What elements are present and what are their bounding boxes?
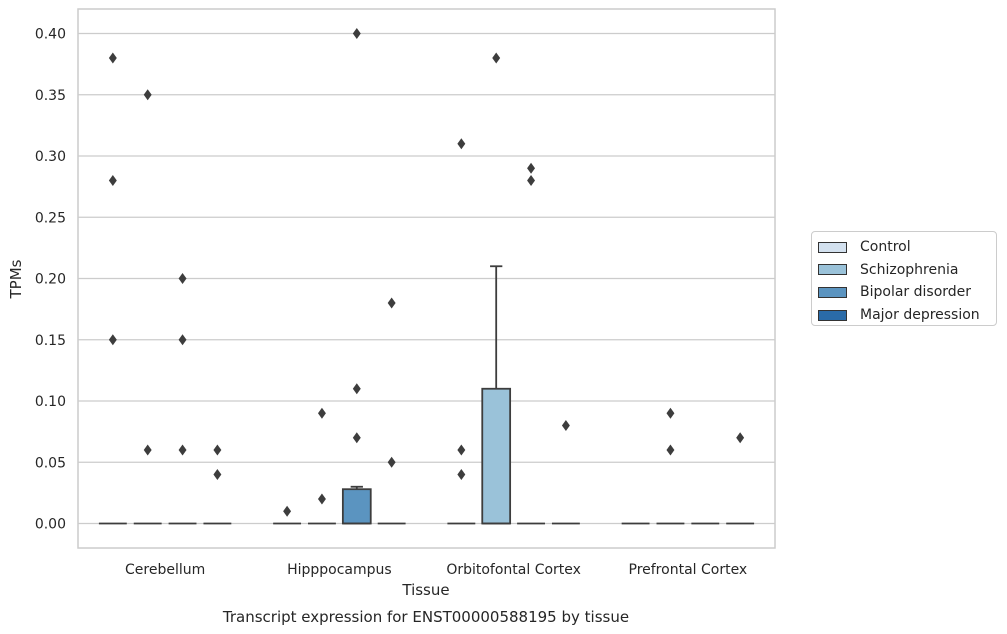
box-0-2 (447, 138, 476, 525)
outlier-point (527, 174, 536, 187)
box-1-0 (133, 89, 162, 525)
x-tick-label: Orbitofontal Cortex (446, 562, 581, 578)
legend-swatch (818, 286, 847, 298)
outlier-point (666, 444, 675, 456)
legend-item-major-depression: Major depression (818, 304, 990, 327)
box-body (341, 488, 372, 525)
box-0-0 (98, 52, 127, 525)
box-1-1 (308, 407, 336, 525)
box-3-2 (551, 419, 580, 525)
legend-swatch (818, 309, 847, 321)
outlier-point (213, 444, 222, 456)
box-2-2 (517, 162, 545, 525)
box-1-3 (656, 407, 685, 525)
outlier-point (352, 383, 361, 395)
outlier-point (352, 432, 361, 444)
box-3-1 (377, 297, 406, 525)
outlier-point (457, 468, 466, 481)
outlier-point (387, 297, 396, 309)
legend-item-control: Control (818, 236, 990, 259)
legend-item-schizophrenia: Schizophrenia (818, 259, 990, 282)
x-axis-label: Tissue (401, 581, 449, 599)
y-tick-label: 0.05 (35, 455, 66, 471)
outlier-point (457, 444, 466, 456)
outlier-point (178, 334, 187, 346)
outlier-point (108, 52, 117, 64)
outlier-point (143, 89, 152, 101)
outlier-point (527, 162, 536, 174)
outlier-point (666, 407, 675, 419)
outlier-point (457, 138, 466, 150)
box-3-3 (726, 432, 755, 525)
y-tick-label: 0.20 (35, 272, 66, 288)
y-axis-label: TPMs (7, 259, 25, 299)
y-tick-label: 0.30 (35, 149, 66, 165)
outlier-point (108, 174, 117, 187)
outlier-point (108, 334, 117, 346)
box-3-0 (203, 444, 232, 525)
x-tick-label: Prefrontal Cortex (629, 562, 748, 578)
legend-item-bipolar-disorder: Bipolar disorder (818, 281, 990, 304)
outlier-point (317, 493, 326, 505)
y-tick-label: 0.00 (35, 517, 66, 533)
outlier-point (352, 27, 361, 40)
box-0-1 (273, 505, 302, 525)
x-tick-labels: Cerebellum Hipppocampus Orbitofontal Corte… (125, 562, 747, 578)
plot-frame (77, 8, 776, 549)
box-1-2 (481, 52, 512, 525)
legend-swatch (818, 264, 847, 276)
outlier-point (178, 444, 187, 456)
box-2-1 (341, 27, 372, 525)
outlier-point (213, 468, 222, 481)
outlier-point (387, 456, 396, 468)
outlier-point (283, 505, 292, 517)
gridlines (78, 32, 775, 525)
legend-label: Bipolar disorder (860, 284, 972, 301)
legend-label: Schizophrenia (860, 261, 959, 278)
outlier-point (561, 419, 570, 432)
x-tick-label: Hipppocampus (287, 562, 392, 578)
box-body (481, 387, 512, 525)
outlier-point (317, 407, 326, 419)
y-tick-labels: 0.00 0.05 0.10 0.15 0.20 0.25 0.30 0.35 0.40 (35, 27, 66, 533)
y-tick-label: 0.35 (35, 88, 66, 104)
box-2-0 (168, 272, 197, 525)
outlier-point (492, 52, 501, 64)
y-tick-label: 0.40 (35, 27, 66, 43)
chart-title: Transcript expression for ENST0000058819… (222, 608, 629, 626)
outlier-point (178, 272, 187, 285)
plot-marks (98, 27, 755, 525)
legend: Control Schizophrenia Bipolar disorder M… (811, 231, 997, 326)
legend-label: Control (860, 239, 911, 256)
y-tick-label: 0.10 (35, 394, 66, 410)
legend-label: Major depression (860, 307, 980, 324)
y-tick-label: 0.15 (35, 333, 66, 349)
x-tick-label: Cerebellum (125, 562, 205, 578)
outlier-point (736, 432, 745, 444)
y-tick-label: 0.25 (35, 210, 66, 226)
legend-swatch (818, 241, 847, 253)
outlier-point (143, 444, 152, 456)
